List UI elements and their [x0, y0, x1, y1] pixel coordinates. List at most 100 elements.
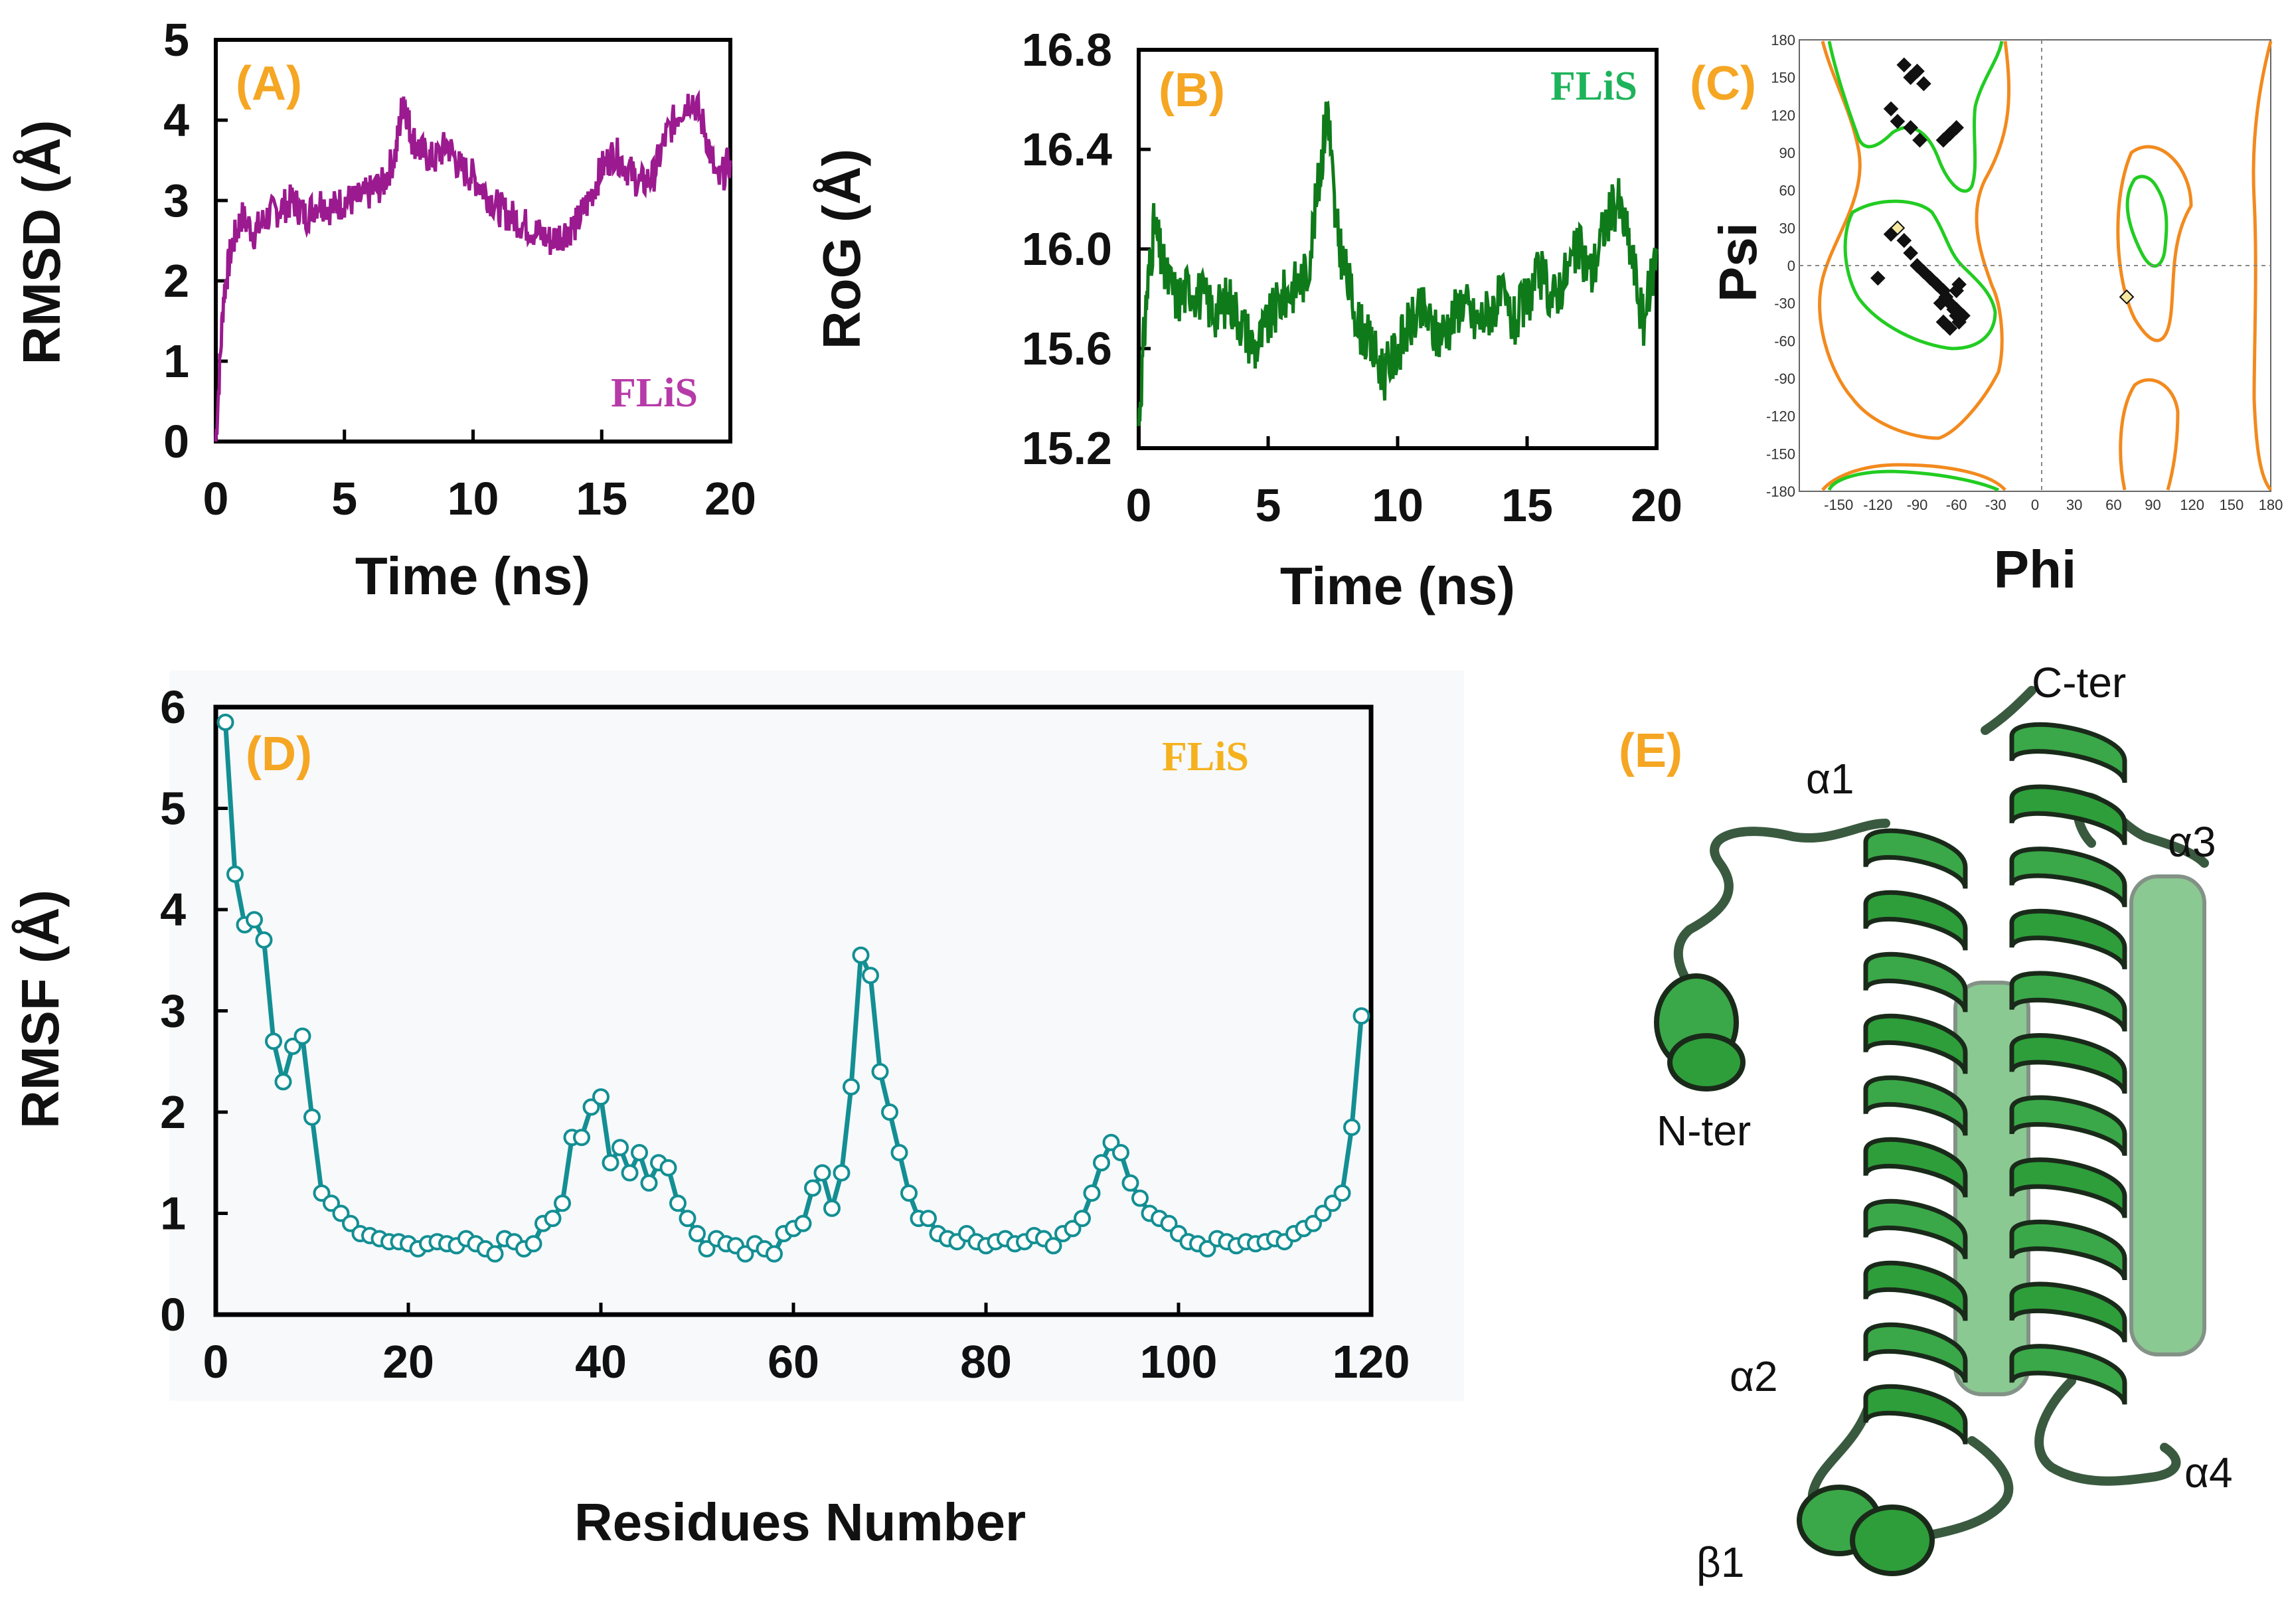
helix-left-turn [1863, 1198, 1968, 1260]
panel-a-y-tick-label: 3 [163, 175, 189, 226]
helix-right-turn [2009, 1095, 2127, 1157]
helix-right-turn [2009, 971, 2127, 1032]
panel-c-x-tick-label: -30 [1985, 497, 2006, 513]
panel-b-x-tick-label: 20 [1631, 479, 1682, 531]
panel-d-y-tick-label: 3 [160, 985, 186, 1037]
rmsf-point [303, 1108, 321, 1126]
e-helix-back-2 [2129, 874, 2206, 1356]
e-label-alpha3: α3 [2168, 818, 2216, 866]
panel-d-x-tick-label: 120 [1333, 1336, 1410, 1388]
panel-a: 0 1 2 3 4 5 0 5 10 15 20 (A) FLiS Time (ns) RMSD … [12, 14, 756, 606]
ramachandran-point [1933, 295, 1949, 311]
rmsf-point [631, 1144, 648, 1161]
rmsf-point [274, 1073, 292, 1091]
panel-b-y-tick-label: 16.4 [1022, 123, 1112, 175]
rmsf-point [1093, 1154, 1110, 1172]
helix-right-turn [2009, 847, 2127, 908]
rmsf-point [871, 1063, 889, 1080]
panel-c-x-tick-label: -60 [1946, 497, 1967, 513]
ramachandran-point [1935, 314, 1951, 330]
e-helix-alpha1-alpha2 [1863, 828, 1968, 1445]
ramachandran-point [1951, 277, 1967, 292]
helix-left-turn [1863, 1013, 1968, 1075]
rmsf-point [852, 946, 870, 964]
rmsf-point [698, 1240, 716, 1258]
rmsf-point [804, 1179, 821, 1197]
rmsf-point [736, 1245, 754, 1263]
panel-a-x-tick-label: 10 [448, 473, 499, 525]
ramachandran-point [1949, 120, 1964, 135]
rmsf-point [1083, 1184, 1101, 1202]
rmsf-point [1343, 1118, 1360, 1136]
panel-c-label: (C) [1690, 57, 1756, 110]
helix-right-turn [2009, 908, 2127, 970]
rmsf-point [1121, 1174, 1139, 1192]
panel-c-residue-points [1870, 57, 2135, 336]
panel-c-allowed-region-bottom [1821, 463, 2006, 491]
panel-b-y-axis-label: RoG (Å) [812, 149, 871, 349]
panel-d-x-tick-label: 80 [960, 1336, 1012, 1388]
helix-left-turn [1863, 1322, 1968, 1384]
panel-c-x-tick-label: 90 [2145, 497, 2161, 513]
panel-c-allowed-region-right-edge [2251, 41, 2273, 491]
panel-c-y-tick-label: -120 [1766, 408, 1795, 425]
rmsf-point [843, 1078, 860, 1096]
helix-right-turn [2009, 1033, 2127, 1094]
panel-a-x-tick-label: 5 [331, 473, 357, 525]
panel-b-x-tick-label: 0 [1126, 479, 1152, 531]
helix-left-turn [1863, 828, 1968, 890]
panel-c-y-tick-label: -180 [1766, 483, 1795, 500]
rmsf-point [313, 1184, 331, 1202]
panel-c-allowed-region-beta-alpha [1818, 41, 2011, 440]
ramachandran-point [1896, 57, 1912, 73]
helix-left-turn [1863, 1260, 1968, 1322]
panel-d-label: (D) [246, 728, 312, 781]
rmsf-point [766, 1245, 783, 1263]
ramachandran-point [1870, 270, 1886, 286]
rmsf-point [612, 1139, 629, 1157]
panel-d-x-tick-label: 0 [203, 1336, 229, 1388]
panel-d-x-tick-label: 20 [382, 1336, 434, 1388]
helix-right-turn [2009, 784, 2127, 846]
panel-c-x-tick-label: 0 [2031, 497, 2039, 513]
helix-left-turn [1863, 1384, 1968, 1445]
panel-b-y-tick-label: 16.0 [1022, 223, 1112, 275]
rmsf-point [265, 1032, 282, 1050]
rmsf-point [1324, 1194, 1341, 1212]
e-loop-bottom-right [2034, 1376, 2181, 1486]
rmsf-point [216, 713, 234, 731]
e-loop-cterm [1981, 686, 2036, 735]
rmsf-point [1112, 1144, 1129, 1161]
ramachandran-point [1935, 132, 1951, 148]
rmsf-point [679, 1210, 696, 1228]
ramachandran-point [1912, 132, 1927, 148]
panel-a-y-axis-label: RMSD (Å) [12, 120, 71, 365]
panel-c-allowed-region-left-bottom [2119, 378, 2180, 491]
panel-c: 180 150 120 90 60 30 0 -30 -60 -90 -120 -150 -180 -1… [1690, 32, 2283, 599]
panel-d: 0 1 2 3 4 5 6 0 20 40 60 80 100 120 (D) FLiS Residue… [11, 671, 1464, 1552]
rmsf-point [342, 1214, 359, 1232]
helix-left-turn [1863, 1075, 1968, 1137]
rmsf-point [890, 1144, 908, 1161]
panel-b-x-tick-label: 5 [1256, 479, 1281, 531]
panel-c-favored-region-alpha [1843, 199, 1997, 351]
panel-b-y-tick-label: 16.8 [1022, 24, 1112, 76]
panel-c-y-tick-label: -60 [1774, 333, 1795, 349]
e-helix-beta1 [1797, 1485, 1935, 1576]
panel-a-y-tick-label: 5 [163, 14, 189, 66]
panel-c-y-tick-label: -150 [1766, 446, 1795, 462]
panel-c-x-tick-labels: -150 -120 -90 -60 -30 0 30 60 90 120 150 180 [1824, 497, 2283, 513]
panel-c-y-tick-label: 90 [1779, 145, 1795, 161]
panel-c-y-tick-label: 120 [1771, 107, 1795, 123]
rmsf-point [794, 1214, 812, 1232]
rmsf-point [823, 1199, 841, 1217]
rmsf-point [881, 1103, 898, 1121]
panel-d-y-axis-label: RMSF (Å) [11, 890, 70, 1129]
panel-c-y-axis-label: Psi [1708, 222, 1767, 302]
panel-a-y-tick-labels: 0 1 2 3 4 5 [163, 14, 228, 467]
panel-a-x-tick-label: 0 [203, 473, 229, 525]
panel-d-y-tick-label: 4 [160, 884, 186, 935]
rmsf-point [1352, 1007, 1370, 1025]
ramachandran-point [1883, 101, 1899, 117]
panel-d-x-tick-label: 60 [768, 1336, 819, 1388]
